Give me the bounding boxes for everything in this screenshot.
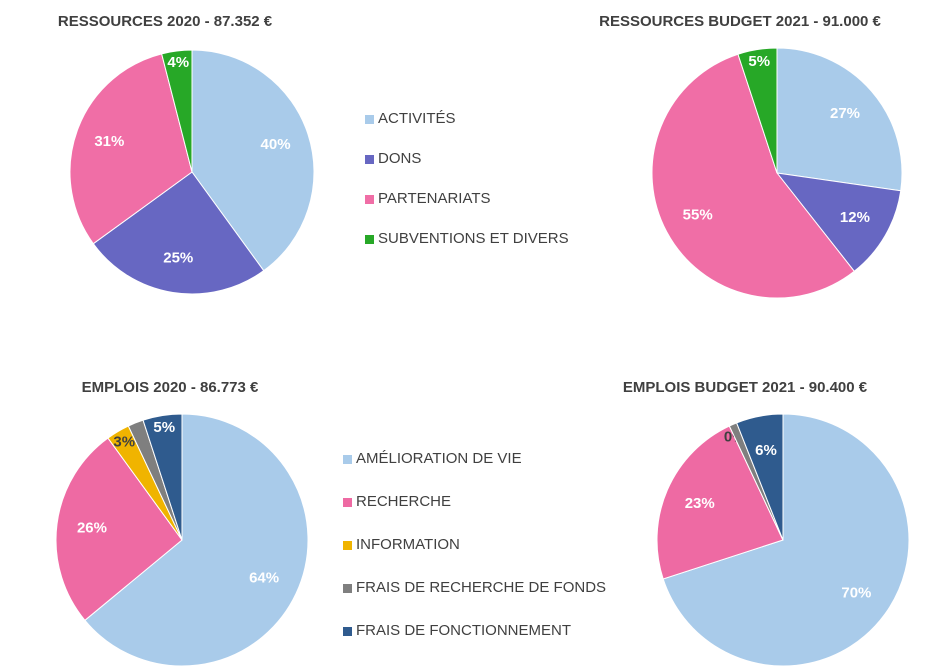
data-label: 40% bbox=[261, 136, 291, 153]
pie-slice bbox=[55, 437, 183, 622]
data-label: 5% bbox=[748, 53, 770, 70]
data-label: 3% bbox=[113, 433, 135, 450]
legend-label: INFORMATION bbox=[356, 536, 460, 553]
data-label: 31% bbox=[94, 133, 124, 150]
legend-swatch bbox=[343, 584, 352, 593]
pie-slice bbox=[142, 413, 183, 541]
data-label: 4% bbox=[167, 54, 189, 71]
legend-swatch bbox=[343, 627, 352, 636]
legend-item: PARTENARIATS bbox=[365, 190, 635, 230]
data-label: 64% bbox=[249, 570, 279, 587]
legend: ACTIVITÉS DONS PARTENARIATS SUBVENTIONS ET … bbox=[365, 110, 635, 270]
data-label: 5% bbox=[153, 419, 175, 436]
legend-item: AMÉLIORATION DE VIE bbox=[343, 450, 613, 493]
chart-title: RESSOURCES 2020 - 87.352 € bbox=[58, 13, 273, 30]
legend-item: ACTIVITÉS bbox=[365, 110, 635, 150]
legend-swatch bbox=[365, 155, 374, 164]
legend-label: ACTIVITÉS bbox=[378, 110, 456, 127]
pie-slice bbox=[84, 413, 309, 666]
pie-slice bbox=[191, 49, 315, 272]
data-label: 23% bbox=[685, 495, 715, 512]
chart-title: EMPLOIS 2020 - 86.773 € bbox=[82, 379, 259, 396]
legend-item: RECHERCHE bbox=[343, 493, 613, 536]
chart-title: EMPLOIS BUDGET 2021 - 90.400 € bbox=[623, 379, 868, 396]
legend-label: DONS bbox=[378, 150, 422, 167]
chart-title: RESSOURCES BUDGET 2021 - 91.000 € bbox=[599, 13, 881, 30]
legend-item: DONS bbox=[365, 150, 635, 190]
data-label: 26% bbox=[77, 520, 107, 537]
legend-item: FRAIS DE FONCTIONNEMENT bbox=[343, 622, 613, 665]
legend-label: RECHERCHE bbox=[356, 493, 452, 510]
legend-item: FRAIS DE RECHERCHE DE FONDS bbox=[343, 579, 613, 622]
legend-swatch bbox=[343, 455, 352, 464]
legend-item: SUBVENTIONS ET DIVERS bbox=[365, 230, 635, 270]
legend-swatch bbox=[343, 498, 352, 507]
pie-slice bbox=[92, 171, 265, 295]
pie-slice bbox=[161, 49, 193, 173]
legend-label: PARTENARIATS bbox=[378, 190, 491, 207]
pie-slice bbox=[69, 53, 193, 245]
data-label: 6% bbox=[755, 442, 777, 459]
legend-swatch bbox=[365, 195, 374, 204]
data-label: 12% bbox=[840, 209, 870, 226]
legend-label: FRAIS DE RECHERCHE DE FONDS bbox=[356, 579, 607, 596]
data-label: 55% bbox=[683, 206, 713, 223]
pie-slice bbox=[776, 47, 903, 192]
data-label: 27% bbox=[830, 105, 860, 122]
legend: AMÉLIORATION DE VIE RECHERCHE INFORMATION F… bbox=[343, 450, 613, 665]
legend-swatch bbox=[343, 541, 352, 550]
pie-slice bbox=[737, 47, 778, 174]
legend-swatch bbox=[365, 115, 374, 124]
legend-label: FRAIS DE FONCTIONNEMENT bbox=[356, 622, 572, 639]
pie-slice bbox=[735, 413, 784, 541]
legend-swatch bbox=[365, 235, 374, 244]
pie-slice bbox=[651, 53, 855, 299]
data-label: 70% bbox=[841, 584, 871, 601]
pie-slice bbox=[662, 413, 910, 666]
legend-label: AMÉLIORATION DE VIE bbox=[356, 450, 522, 467]
legend-item: INFORMATION bbox=[343, 536, 613, 579]
pie-slice bbox=[656, 425, 784, 580]
data-label: 25% bbox=[163, 250, 193, 267]
legend-label: SUBVENTIONS ET DIVERS bbox=[378, 230, 569, 247]
pie-slice bbox=[775, 172, 902, 272]
